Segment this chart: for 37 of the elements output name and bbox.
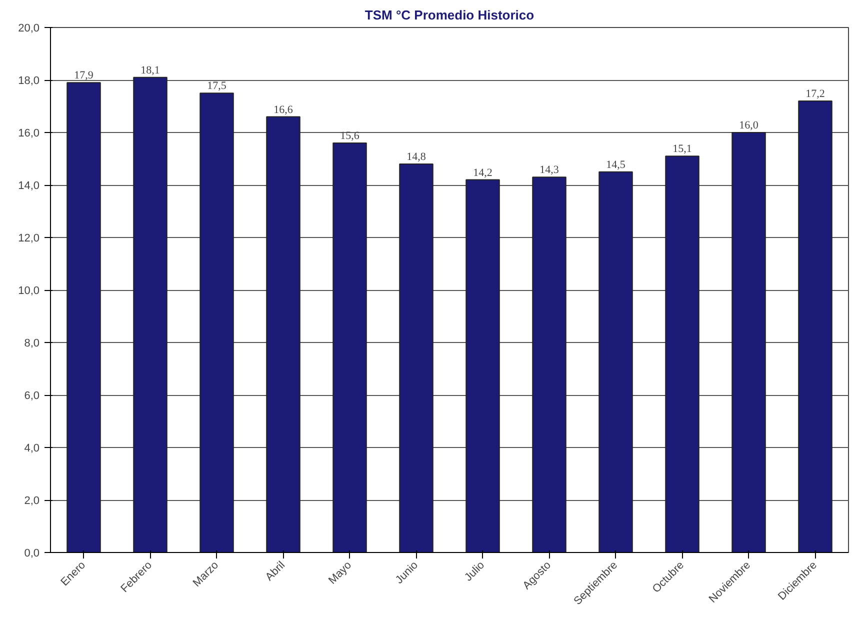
bar — [532, 176, 566, 552]
bar — [598, 171, 633, 552]
data-label: 14,2 — [473, 166, 492, 179]
y-tick-label: 14,0 — [18, 180, 40, 192]
y-tick-label: 10,0 — [18, 285, 40, 297]
data-label: 15,6 — [340, 130, 360, 142]
bar — [266, 116, 300, 552]
data-label: 17,5 — [207, 80, 227, 92]
bar — [66, 82, 101, 552]
bar — [332, 142, 367, 552]
bar — [399, 164, 434, 552]
y-tick-label: 2,0 — [24, 495, 40, 507]
bar — [732, 132, 766, 552]
data-label: 17,9 — [74, 70, 94, 82]
bar — [133, 76, 168, 552]
x-tick-label: Julio — [462, 559, 487, 584]
y-tick-label: 8,0 — [24, 338, 40, 350]
data-label: 15,1 — [672, 143, 692, 156]
chart-title: TSM °C Promedio Historico — [364, 8, 534, 22]
data-label: 18,1 — [140, 64, 160, 76]
y-tick-label: 18,0 — [18, 75, 40, 87]
data-label: 14,8 — [406, 151, 426, 163]
bar — [200, 92, 234, 552]
y-tick-label: 16,0 — [18, 128, 40, 140]
data-label: 14,5 — [606, 158, 626, 171]
bar — [665, 156, 700, 552]
y-tick-label: 20,0 — [18, 22, 40, 34]
data-label: 17,2 — [806, 88, 825, 100]
y-tick-label: 6,0 — [24, 390, 40, 402]
bar — [466, 179, 500, 552]
y-tick-label: 0,0 — [24, 548, 40, 560]
bar — [798, 100, 832, 552]
data-label: 16,0 — [739, 120, 759, 132]
data-label: 14,3 — [540, 164, 560, 176]
y-tick-label: 12,0 — [18, 232, 40, 244]
data-label: 16,6 — [274, 104, 294, 116]
y-tick-label: 4,0 — [24, 442, 40, 454]
